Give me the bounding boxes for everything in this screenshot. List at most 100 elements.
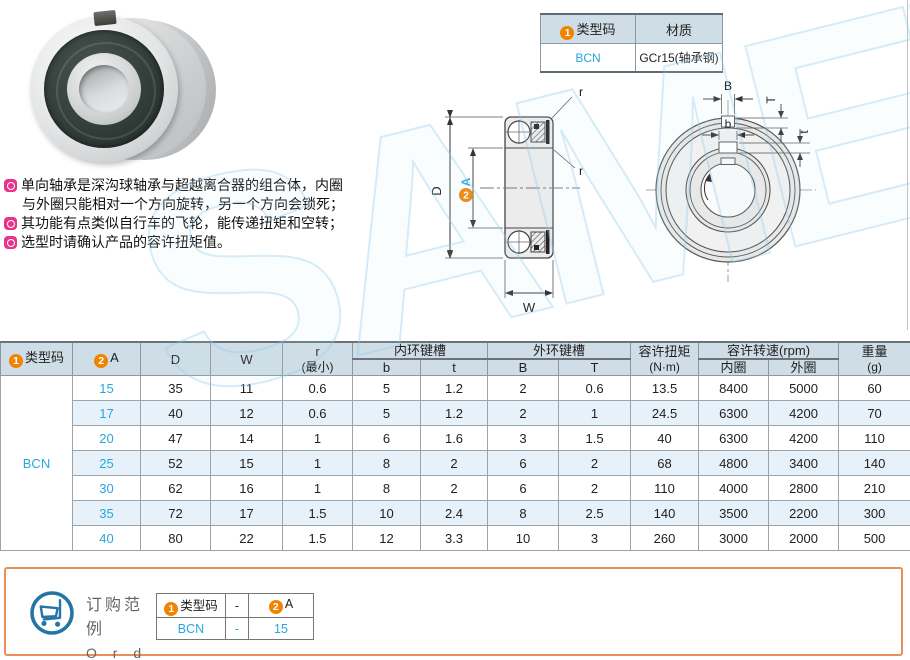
a-value-cell[interactable]: 15 <box>72 375 141 401</box>
value-cell: 3400 <box>768 450 840 476</box>
value-cell: 8 <box>352 475 421 501</box>
value-cell: 1 <box>282 450 353 476</box>
order-title-en: O r d e r <box>86 645 148 660</box>
value-cell: 2200 <box>768 500 840 526</box>
order-value-dash: - <box>225 617 249 640</box>
value-cell: 1 <box>558 400 632 426</box>
col-header-weight: 重量 (g) <box>838 341 910 376</box>
a-value-cell[interactable]: 20 <box>72 425 141 451</box>
bearing-bore <box>79 65 129 113</box>
description-block: 单向轴承是深沟球轴承与超越离合器的组合体，内圈与外圈只能相对一个方向旋转，另一个… <box>4 176 356 252</box>
a-value-cell[interactable]: 30 <box>72 475 141 501</box>
value-cell: 68 <box>630 450 700 476</box>
value-cell: 2 <box>558 475 632 501</box>
order-title: 订购范例 O r d e r <box>86 591 156 660</box>
value-cell: 2 <box>487 400 560 426</box>
group-header-inner-keyway: 内环键槽 <box>351 341 489 360</box>
dim-r-label: r <box>579 85 583 99</box>
value-cell: 15 <box>210 450 283 476</box>
description-line: 选型时请确认产品的容许扭矩值。 <box>4 233 356 252</box>
col-header-speed-outer: 外圈 <box>768 358 840 376</box>
badge-1-icon: 1 <box>164 602 179 616</box>
value-cell: 35 <box>140 375 211 401</box>
value-cell: 6 <box>487 475 560 501</box>
dim-B-label: B <box>724 79 732 93</box>
a-value-cell[interactable]: 40 <box>72 525 141 551</box>
value-cell: 14 <box>210 425 283 451</box>
value-cell: 47 <box>140 425 211 451</box>
value-cell: 52 <box>140 450 211 476</box>
value-cell: 1.5 <box>282 500 353 526</box>
type-material-table: 1 类型码 材质 BCN GCr15(轴承钢) <box>540 13 723 73</box>
value-cell: 12 <box>352 525 421 551</box>
value-cell: 500 <box>838 525 910 551</box>
badge-1-icon: 1 <box>560 25 575 40</box>
cart-icon[interactable] <box>28 589 76 637</box>
value-cell: 72 <box>140 500 211 526</box>
value-cell: 4800 <box>698 450 770 476</box>
value-cell: 10 <box>487 525 560 551</box>
col-header-t: t <box>419 358 489 376</box>
value-cell: 11 <box>210 375 283 401</box>
value-cell: 8 <box>487 500 560 526</box>
value-cell: 2 <box>419 450 489 476</box>
value-cell: 0.6 <box>282 375 353 401</box>
col-header-r: r (最小) <box>282 341 353 376</box>
type-code-value[interactable]: BCN <box>540 43 636 73</box>
value-cell: 1.5 <box>282 525 353 551</box>
dim-A-label: A <box>459 177 473 186</box>
a-value-cell[interactable]: 17 <box>72 400 141 426</box>
value-cell: 0.6 <box>558 375 632 401</box>
type-code-cell[interactable]: BCN <box>0 375 73 551</box>
page-right-divider <box>907 0 908 330</box>
value-cell: 3500 <box>698 500 770 526</box>
value-cell: 140 <box>630 500 700 526</box>
value-cell: 17 <box>210 500 283 526</box>
value-cell: 13.5 <box>630 375 700 401</box>
value-cell: 4200 <box>768 400 840 426</box>
value-cell: 3 <box>487 425 560 451</box>
value-cell: 6300 <box>698 400 770 426</box>
front-view-drawing: B T b t <box>646 79 816 282</box>
bearing-keyway-notch <box>93 9 117 27</box>
badge-2-icon: 2 <box>94 354 109 368</box>
dim-r-label: r <box>579 164 583 178</box>
value-cell: 6 <box>352 425 421 451</box>
value-cell: 24.5 <box>630 400 700 426</box>
col-header-type-code: 1 类型码 <box>0 341 73 376</box>
col-header-d: D <box>140 341 211 376</box>
a-value-cell[interactable]: 25 <box>72 450 141 476</box>
value-cell: 40 <box>140 400 211 426</box>
value-cell: 210 <box>838 475 910 501</box>
value-cell: 8400 <box>698 375 770 401</box>
value-cell: 1.6 <box>419 425 489 451</box>
value-cell: 140 <box>838 450 910 476</box>
bearing-photo <box>12 8 234 168</box>
material-header: 材质 <box>635 13 723 44</box>
value-cell: 1.5 <box>558 425 632 451</box>
table-row: 40 80 22 1.5 12 3.3 10 3 260 3000 2000 500 <box>1 525 910 551</box>
order-title-cn: 订购范例 <box>86 597 144 638</box>
order-value-type: BCN <box>156 617 226 640</box>
col-header-speed-inner: 内圈 <box>698 358 770 376</box>
value-cell: 4200 <box>768 425 840 451</box>
dim-D-label: D <box>429 186 444 195</box>
badge-1-icon: 1 <box>8 354 23 368</box>
bullet-icon <box>4 179 17 192</box>
value-cell: 2 <box>487 375 560 401</box>
value-cell: 2 <box>558 450 632 476</box>
badge-2-icon: 2 <box>268 600 283 614</box>
col-header-b: b <box>352 358 421 376</box>
col-header-torque: 容许扭矩 (N·m) <box>630 341 700 376</box>
col-header-B: B <box>487 358 560 376</box>
value-cell: 70 <box>838 400 910 426</box>
bullet-icon <box>4 236 17 249</box>
table-row: 35 72 17 1.5 10 2.4 8 2.5 140 3500 2200 300 <box>1 500 910 526</box>
a-value-cell[interactable]: 35 <box>72 500 141 526</box>
value-cell: 12 <box>210 400 283 426</box>
value-cell: 110 <box>630 475 700 501</box>
value-cell: 2.4 <box>419 500 489 526</box>
